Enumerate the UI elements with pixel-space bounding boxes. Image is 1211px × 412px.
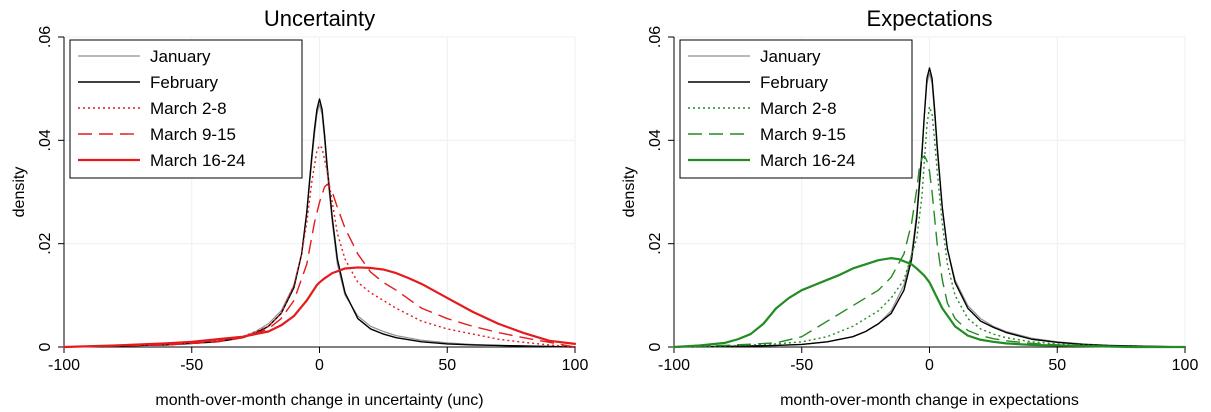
legend-box [679,39,913,179]
x-tick-label: 0 [315,357,324,374]
series-line-march-9-15 [673,155,1185,348]
legend-entry-label: January [150,47,211,66]
x-tick-label: -50 [790,357,813,374]
x-tick-label: 0 [925,357,934,374]
legend-entry-label: March 16-24 [150,151,245,170]
y-tick-label: .04 [647,129,664,151]
x-axis-label: month-over-month change in expectations [780,392,1079,409]
series-line-march-9-15 [63,183,576,348]
chart-panel-uncertainty: -100 -50 0 50 100 0 .02 .04 .06 Uncertainty month-… [11,6,588,409]
y-tick-label: 0 [37,342,54,351]
legend: January February March 2-8 March 9-15 March … [69,39,303,179]
legend-entry-label: March 2-8 [150,99,227,118]
x-tick-label: -100 [48,357,80,374]
legend-entry-label: March 2-8 [760,99,837,118]
y-axis-label: density [11,167,28,218]
legend-entry-label: January [760,47,821,66]
x-tick-label: 50 [1048,357,1066,374]
legend: January February March 2-8 March 9-15 March … [679,39,913,179]
series-lines [62,98,577,349]
chart-panel-expectations: -100 -50 0 50 100 0 .02 .04 .06 Expectations month… [621,6,1198,409]
series-line-february [673,67,1186,348]
series-line-march-16-24 [62,266,577,349]
x-tick-label: -100 [658,357,690,374]
x-tick-label: -50 [180,357,203,374]
series-lines [672,67,1187,349]
series-line-march-2-8 [673,106,1185,348]
y-tick-label: .06 [37,26,54,48]
x-tick-label: 50 [438,357,456,374]
legend-entry-label: March 16-24 [760,151,855,170]
x-axis-label: month-over-month change in uncertainty (… [155,392,483,409]
legend-entry-label: March 9-15 [150,125,236,144]
y-tick-label: 0 [647,342,664,351]
y-tick-label: .06 [647,26,664,48]
chart-title: Uncertainty [264,6,375,31]
legend-entry-label: February [150,73,219,92]
legend-entry-label: February [760,73,829,92]
legend-box [69,39,303,179]
y-axis-label: density [621,167,638,218]
x-tick-label: 100 [562,357,589,374]
series-line-march-16-24 [672,257,1187,349]
y-tick-label: .02 [37,232,54,254]
chart-title: Expectations [867,6,993,31]
legend-entry-label: March 9-15 [760,125,846,144]
y-tick-label: .04 [37,129,54,151]
y-tick-label: .02 [647,232,664,254]
x-tick-label: 100 [1172,357,1199,374]
